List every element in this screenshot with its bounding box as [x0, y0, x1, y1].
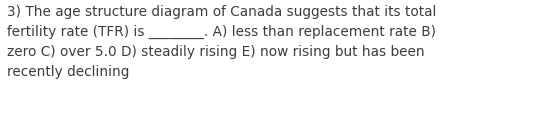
Text: 3) The age structure diagram of Canada suggests that its total
fertility rate (T: 3) The age structure diagram of Canada s…	[7, 5, 436, 79]
